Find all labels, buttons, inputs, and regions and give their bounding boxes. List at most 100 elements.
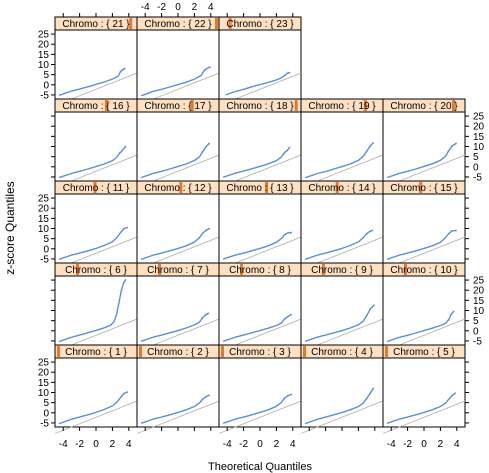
qq-point — [372, 141, 375, 144]
qq-point — [121, 149, 124, 152]
y-tick-label: -5 — [473, 172, 482, 183]
qq-point — [204, 395, 207, 398]
panel-chromo-20: Chromo : { 20 } — [382, 98, 466, 188]
x-tick-label: -2 — [239, 439, 248, 450]
y-tick-label: 10 — [473, 306, 485, 317]
y-tick-label: 20 — [38, 204, 50, 215]
reference-line — [136, 400, 220, 434]
strip-level-marker — [139, 346, 142, 357]
qq-point — [450, 394, 453, 397]
y-tick-label: 15 — [473, 296, 485, 307]
qq-points-chromo-21 — [58, 68, 126, 96]
strip-level-marker — [179, 182, 183, 193]
strip-label: Chromo : { 5 } — [393, 347, 455, 358]
y-tick-label: 15 — [38, 214, 50, 225]
qq-point — [365, 150, 368, 153]
strip-label: Chromo : { 13 } — [226, 183, 294, 194]
qq-point — [290, 393, 293, 396]
x-tick-label: 2 — [192, 2, 198, 13]
strip-label: Chromo : { 16 } — [62, 101, 130, 112]
qq-point — [454, 392, 457, 395]
y-tick-label: 0 — [473, 162, 479, 173]
y-tick-label: 20 — [38, 40, 50, 51]
qq-points-chromo-11 — [58, 226, 128, 260]
qq-points-chromo-3 — [222, 393, 292, 424]
y-tick-label: 25 — [38, 30, 50, 41]
y-tick-label: 5 — [43, 398, 49, 409]
strip-label: Chromo : { 12 } — [144, 183, 212, 194]
qq-point — [283, 318, 286, 320]
panel-frame — [382, 275, 466, 346]
reference-line — [382, 400, 466, 434]
qq-points-chromo-9 — [304, 304, 375, 342]
qq-points-chromo-20 — [386, 142, 457, 179]
qq-point — [450, 313, 452, 316]
qq-point — [447, 318, 450, 321]
qq-point — [122, 281, 125, 283]
qq-point — [124, 279, 127, 281]
x-axis-label: Theoretical Quantiles — [208, 461, 312, 473]
panel-chromo-3: Chromo : { 3 } — [218, 344, 302, 434]
x-tick-label: 4 — [454, 439, 460, 450]
y-tick-label: -5 — [40, 254, 49, 265]
qq-point — [455, 142, 457, 145]
y-tick-label: 5 — [43, 70, 49, 81]
qq-point — [124, 145, 127, 148]
y-tick-label: 10 — [38, 224, 50, 235]
y-tick-label: 20 — [38, 368, 50, 379]
strip-label: Chromo : { 17 } — [144, 101, 212, 112]
axes-layer: -4 -2 0 2 4-4 -2 0 2 4 -4 -2 0 2 4 -4 -2 0 2 4-50510152025… — [38, 2, 485, 450]
qq-point — [201, 316, 204, 319]
strip-label: Chromo : { 9 } — [311, 265, 373, 276]
x-tick-label: -2 — [157, 2, 166, 13]
strip-label: Chromo : { 19 } — [308, 101, 376, 112]
qq-point — [365, 397, 368, 400]
qq-point — [288, 146, 291, 149]
strip-level-marker — [303, 346, 306, 357]
qq-point — [368, 392, 371, 395]
strip-level-marker — [93, 182, 97, 193]
qq-points-chromo-22 — [140, 66, 211, 97]
panel-chromo-6: Chromo : { 6 } — [54, 262, 138, 352]
x-tick-label: 2 — [110, 439, 116, 450]
strip-level-marker — [129, 18, 133, 29]
strip-level-marker — [215, 18, 218, 29]
y-tick-label: 10 — [473, 142, 485, 153]
panel-chromo-8: Chromo : { 8 } — [218, 262, 302, 352]
qq-point — [208, 394, 211, 397]
x-tick-label: 0 — [421, 439, 427, 450]
qq-point — [119, 70, 122, 73]
qq-points-chromo-16 — [58, 146, 127, 179]
strip-level-marker — [404, 264, 407, 275]
y-tick-label: 5 — [473, 316, 479, 327]
x-tick-label: -4 — [387, 439, 396, 450]
x-tick-label: 0 — [175, 2, 181, 13]
strip-label: Chromo : { 18 } — [226, 101, 294, 112]
qq-point — [122, 392, 125, 395]
x-tick-label: 2 — [438, 439, 444, 450]
strip-level-marker — [385, 346, 388, 357]
strip-level-marker — [104, 100, 108, 111]
panel-chromo-12: Chromo : { 12 } — [136, 180, 220, 270]
qq-points-chromo-10 — [386, 311, 455, 343]
qq-points-chromo-14 — [304, 229, 373, 260]
qq-point — [201, 150, 204, 153]
panel-chromo-23: Chromo : { 23 } — [218, 16, 302, 106]
x-tick-label: -2 — [75, 439, 84, 450]
qq-point — [286, 394, 289, 397]
y-tick-label: 0 — [43, 244, 49, 255]
strip-label: Chromo : { 14 } — [308, 183, 376, 194]
qq-points-chromo-4 — [304, 388, 374, 425]
strip-level-marker — [240, 264, 243, 275]
qq-points-chromo-23 — [225, 71, 290, 96]
y-tick-label: 20 — [473, 286, 485, 297]
strip-label: Chromo : { 8 } — [229, 265, 291, 276]
qq-point — [203, 69, 206, 72]
qq-point — [447, 150, 450, 152]
panel-frame — [218, 193, 302, 264]
y-tick-label: 0 — [473, 326, 479, 337]
x-tick-label: 2 — [274, 439, 280, 450]
panel-frame — [218, 357, 302, 428]
qq-point — [286, 149, 288, 152]
